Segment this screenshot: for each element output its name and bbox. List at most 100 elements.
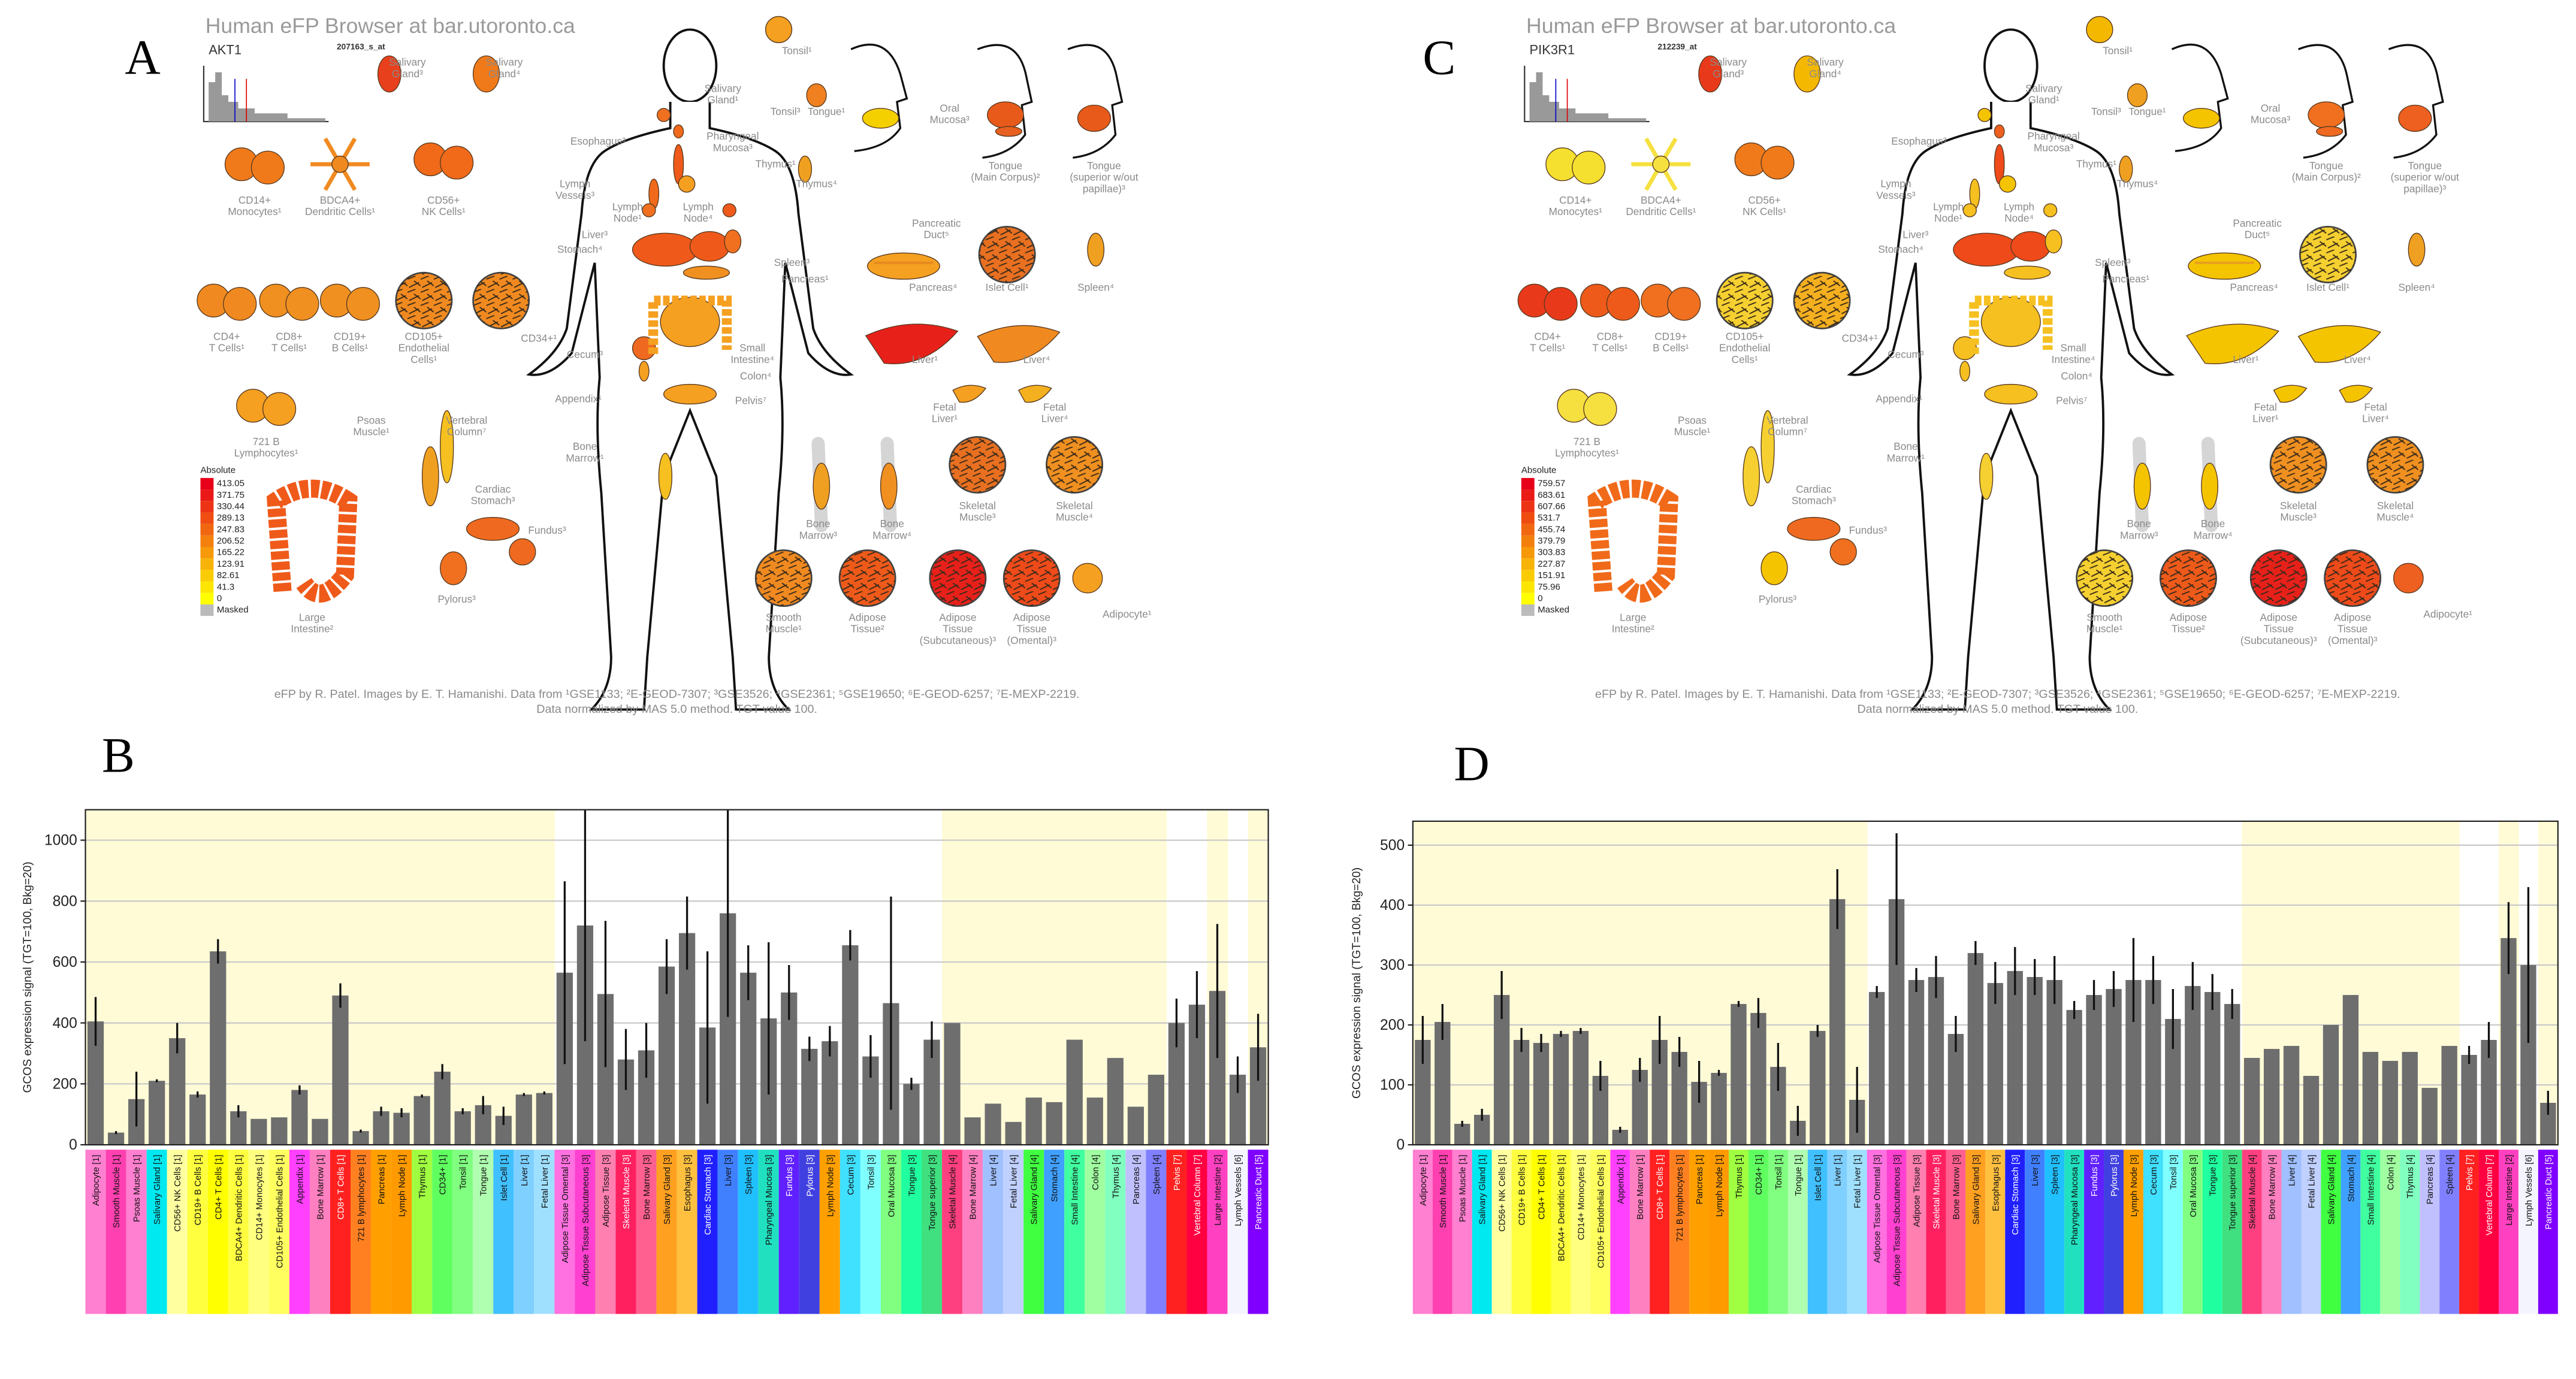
tissue-label: (Omental)³: [2328, 634, 2378, 646]
tissue-label: Adipocyte¹: [2423, 608, 2472, 620]
tissue-shape: [440, 551, 467, 585]
tissue-label: Pharyngeal: [706, 130, 759, 142]
tissue-label: Gland³: [392, 68, 423, 80]
legend-swatch: [200, 581, 214, 593]
tissue-texture: [2076, 550, 2133, 606]
category-box: [2321, 1150, 2341, 1314]
x-tick-label: Esophagus [3]: [1991, 1154, 2001, 1211]
category-box: [615, 1150, 636, 1314]
tissue-label: Adipose: [2260, 611, 2297, 623]
legend-value: 371.75: [217, 490, 244, 500]
bar: [2204, 991, 2221, 1145]
tissue-label: T Cells¹: [209, 342, 244, 354]
tissue-label: Large: [299, 611, 325, 623]
category-box: [268, 1150, 289, 1314]
dataset-band: [391, 809, 412, 1145]
category-box: [2341, 1150, 2361, 1314]
x-tick-label: Vertebral Column [7]: [1193, 1154, 1203, 1235]
legend-swatch: [1521, 547, 1535, 559]
tissue-label: (Subcutaneous)³: [920, 634, 996, 646]
tissue-texture: [1717, 273, 1773, 329]
tissue-shape: [678, 175, 696, 193]
tissue-shape: [987, 101, 1024, 129]
tissue-label: CD34+¹: [521, 332, 557, 344]
x-tick-label: CD56+ NK Cells [1]: [1498, 1154, 1508, 1232]
legend-swatch: [1521, 592, 1535, 604]
x-tick-label: Salivary Gland [4]: [2327, 1154, 2336, 1224]
tissue-label: Small: [739, 342, 765, 354]
x-tick-label: CD56+ NK Cells [1]: [173, 1154, 183, 1232]
legend-value: 455.74: [1538, 524, 1565, 534]
dataset-band: [493, 809, 515, 1145]
x-tick-label: Thymus [4]: [1112, 1154, 1121, 1198]
tissue-label: Monocytes¹: [1549, 205, 1602, 217]
x-tick-label: CD105+ Endothelial Cells [1]: [1596, 1154, 1606, 1268]
tissue-label: Node⁴: [684, 212, 713, 224]
bar: [2323, 1024, 2339, 1145]
tissue-label: Node¹: [1934, 212, 1962, 224]
legend-masked: Masked: [217, 605, 249, 615]
x-tick-label: Thymus [1]: [1735, 1154, 1744, 1198]
tissue-label: Bone: [880, 518, 904, 530]
tissue-label: Thymus¹: [2076, 158, 2116, 170]
tissue-shape: [866, 252, 940, 280]
tissue-shape: [377, 55, 401, 93]
tissue-shape: [2316, 126, 2344, 137]
x-tick-label: Bone Marrow [1]: [1636, 1154, 1645, 1220]
tissue-label: Liver¹: [2252, 413, 2278, 425]
tissue-label: Pylorus³: [438, 593, 476, 605]
bar: [1987, 982, 2004, 1145]
bar: [1127, 1106, 1144, 1145]
x-tick-label: BDCA4+ Dendritic Cells [1]: [1557, 1154, 1566, 1261]
tissue-label: Psoas: [1678, 414, 1707, 426]
tissue-label: Lymph: [683, 201, 714, 213]
tissue-label: Salivary: [1710, 56, 1747, 68]
bar: [2402, 1051, 2418, 1145]
tissue-label: Pharyngeal: [2027, 130, 2079, 142]
x-tick-label: Pelvis [7]: [1173, 1154, 1182, 1190]
tissue-label: CD34+¹: [1842, 332, 1878, 344]
bar: [250, 1118, 267, 1145]
tissue-label: Adipose: [1013, 611, 1050, 623]
x-tick-label: Fetal Liver [1]: [1853, 1154, 1863, 1208]
tissue-label: CD14+: [1559, 194, 1591, 206]
tissue-label: Tongue: [2408, 159, 2442, 171]
category-box: [2400, 1150, 2420, 1314]
bar: [332, 995, 349, 1145]
x-tick-label: Adipose Tissue [3]: [1913, 1154, 1922, 1227]
legend-swatch: [200, 535, 214, 548]
x-tick-label: Adipose Tissue Omental [3]: [561, 1154, 570, 1263]
bar: [1086, 1097, 1103, 1145]
tissue-label: (Subcutaneous)³: [2240, 634, 2317, 646]
tissue-shape: [2188, 252, 2261, 280]
tissue-label: Salivary: [486, 56, 523, 68]
tissue-shape: [880, 462, 898, 510]
bar: [2283, 1045, 2300, 1145]
legend-value: 379.79: [1538, 536, 1565, 546]
category-box: [758, 1150, 779, 1314]
category-box: [85, 1150, 106, 1314]
x-tick-label: Pancreas [1]: [378, 1154, 387, 1204]
tissue-label: CD4+: [1534, 331, 1561, 343]
x-tick-label: Salivary Gland [4]: [1030, 1154, 1040, 1224]
x-tick-label: Oral Mucosa [3]: [2189, 1154, 2198, 1217]
tissue-shape: [2127, 83, 2148, 107]
bar: [964, 1117, 981, 1145]
x-tick-label: Large Intestine [2]: [1213, 1154, 1223, 1225]
x-tick-label: CD34+ [1]: [439, 1154, 448, 1194]
gene-name: PIK3R1: [1530, 43, 1575, 58]
dataset-band: [187, 809, 209, 1145]
tissue-shape: [995, 126, 1023, 137]
tissue-shape: [2133, 462, 2151, 510]
tissue-label: NK Cells¹: [1743, 205, 1786, 217]
tissue-shape: [673, 124, 684, 139]
tissue-shape: [2408, 232, 2426, 267]
tissue-shape: [798, 155, 813, 183]
tissue-label: Stomach³: [1792, 495, 1836, 507]
dataset-band: [309, 809, 331, 1145]
legend-value: 531.7: [1538, 513, 1560, 523]
tissue-texture: [839, 550, 896, 606]
tissue-label: Liver³: [1902, 229, 1928, 241]
category-box: [1965, 1150, 1986, 1314]
